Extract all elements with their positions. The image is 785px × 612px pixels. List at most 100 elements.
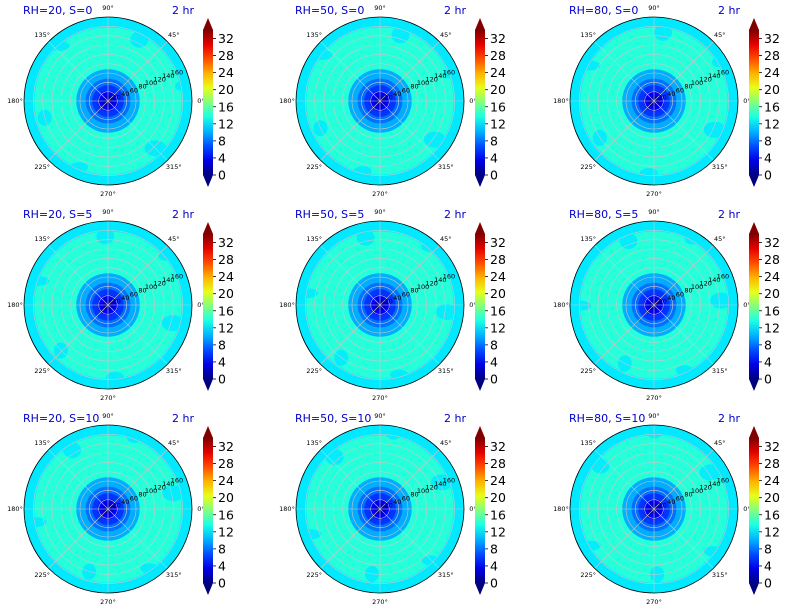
radial-tick-label: 140 (162, 276, 174, 284)
polar-frame (295, 220, 465, 390)
colorbar-tick-label: 28 (218, 252, 234, 267)
radial-tick-label: 100 (145, 487, 157, 495)
colorbar-tick-label: 32 (490, 439, 506, 454)
angle-tick-label: 180° (7, 97, 23, 105)
colorbar-body (749, 234, 759, 379)
radial-tick-label: 40 (121, 498, 129, 506)
colorbar-extend-top (203, 18, 213, 30)
radial-tick-label: 20 (658, 297, 666, 305)
panel-title-left: RH=50, S=10 (295, 412, 372, 425)
radial-tick-label: 120 (700, 484, 712, 492)
field-patch (435, 303, 458, 320)
angle-tick-label: 270° (646, 598, 662, 606)
radial-tick-label: 120 (426, 280, 438, 288)
colorbar-tick-label: 16 (490, 303, 506, 318)
colorbar-body (749, 30, 759, 175)
colorbar-tick-label: 20 (218, 82, 234, 97)
field-patch (430, 474, 453, 491)
colorbar-tick-label: 0 (764, 168, 772, 183)
colorbar-extend-top (475, 18, 485, 30)
colorbar-tick-label: 20 (218, 490, 234, 505)
angle-tick-label: 180° (553, 301, 569, 309)
angle-tick-label: 315° (438, 163, 454, 171)
angle-tick-label: 45° (440, 31, 452, 39)
radial-tick-label: 120 (426, 484, 438, 492)
colorbar-tick-label: 8 (490, 133, 498, 148)
radial-tick-label: 20 (112, 501, 120, 509)
colorbar-extend-top (749, 426, 759, 438)
colorbar-tick-label: 20 (490, 286, 506, 301)
colorbar-extend-top (749, 222, 759, 234)
angle-tick-label: 0° (469, 505, 476, 513)
radial-tick-label: 100 (691, 283, 703, 291)
colorbar-tick-label: 12 (218, 116, 234, 131)
radial-tick-label: 140 (708, 276, 720, 284)
angle-tick-label: 135° (306, 235, 322, 243)
colorbar-tick-label: 12 (218, 524, 234, 539)
radial-tick-label: 120 (700, 76, 712, 84)
radial-tick-label: 60 (402, 494, 410, 502)
angle-tick-label: 45° (714, 235, 726, 243)
angle-tick-label: 0° (743, 505, 750, 513)
polar-plot-svg: 90°45°0°315°270°225°180°135°20 40 60 801001… (553, 4, 780, 198)
angle-tick-label: 90° (648, 412, 660, 420)
panel-title-left: RH=80, S=0 (569, 4, 639, 17)
colorbar-body (475, 30, 485, 175)
angular-grid-line (594, 245, 655, 306)
colorbar-tick-label: 12 (764, 116, 780, 131)
colorbar-tick-label: 32 (764, 31, 780, 46)
polar-panel: RH=20, S=5 2 hr 90° 45° 0° 315° 270° 225° 180° 13… (0, 204, 262, 408)
angle-tick-label: 135° (306, 439, 322, 447)
colorbar-tick-label: 4 (490, 354, 498, 369)
polar-frame (23, 16, 193, 186)
radial-tick-label: 40 (121, 90, 129, 98)
colorbar-body (749, 438, 759, 583)
colorbar-tick-label: 4 (764, 354, 772, 369)
angle-tick-label: 315° (712, 367, 728, 375)
radial-tick-label: 20 (658, 501, 666, 509)
colorbar-tick-label: 4 (490, 150, 498, 165)
radial-tick-label: 20 (384, 501, 392, 509)
angular-grid-line (320, 508, 381, 569)
panel-title-right: 2 hr (718, 208, 740, 221)
radial-tick-label: 100 (691, 79, 703, 87)
angle-tick-label: 225° (306, 367, 322, 375)
colorbar-tick-label: 28 (218, 456, 234, 471)
colorbar-tick-label: 4 (764, 558, 772, 573)
radial-tick-label: 80 (410, 287, 418, 295)
radial-tick-label: 20 (384, 93, 392, 101)
radial-tick-label: 120 (154, 484, 166, 492)
radial-tick-label: 100 (417, 487, 429, 495)
colorbar-tick-label: 8 (490, 541, 498, 556)
polar-plot-svg: 90°45°0°315°270°225°180°135°20 40 60 801001… (279, 4, 506, 198)
radial-tick-label: 80 (138, 83, 146, 91)
angle-tick-label: 270° (646, 394, 662, 402)
angle-tick-label: 45° (168, 235, 180, 243)
radial-tick-label: 140 (434, 276, 446, 284)
colorbar-tick-label: 28 (218, 48, 234, 63)
radial-tick-label: 160 (717, 68, 729, 76)
radial-tick-label: 20 (658, 93, 666, 101)
panel-title-right: 2 hr (172, 412, 194, 425)
angle-tick-label: 270° (372, 598, 388, 606)
field-patch (24, 517, 47, 528)
colorbar-tick-label: 12 (490, 320, 506, 335)
angular-grid-line (48, 449, 109, 510)
angular-grid-line (48, 245, 109, 306)
colorbar-extend-bottom (475, 379, 485, 391)
polar-plot-svg: 90°45°0°315°270°225°180°135°20 40 60 801001… (553, 412, 780, 606)
colorbar-tick-label: 4 (764, 150, 772, 165)
angle-tick-label: 45° (714, 31, 726, 39)
radial-tick-label: 80 (684, 287, 692, 295)
radial-tick-label: 80 (410, 491, 418, 499)
angle-tick-label: 90° (648, 208, 660, 216)
angular-grid-line (107, 508, 168, 569)
angle-tick-label: 135° (34, 235, 50, 243)
field-patch (175, 80, 190, 91)
colorbar-tick-label: 24 (218, 65, 234, 80)
field-patch (296, 288, 319, 299)
angle-tick-label: 225° (580, 163, 596, 171)
angle-tick-label: 0° (743, 301, 750, 309)
colorbar-tick-label: 12 (490, 116, 506, 131)
radial-tick-label: 60 (130, 290, 138, 298)
